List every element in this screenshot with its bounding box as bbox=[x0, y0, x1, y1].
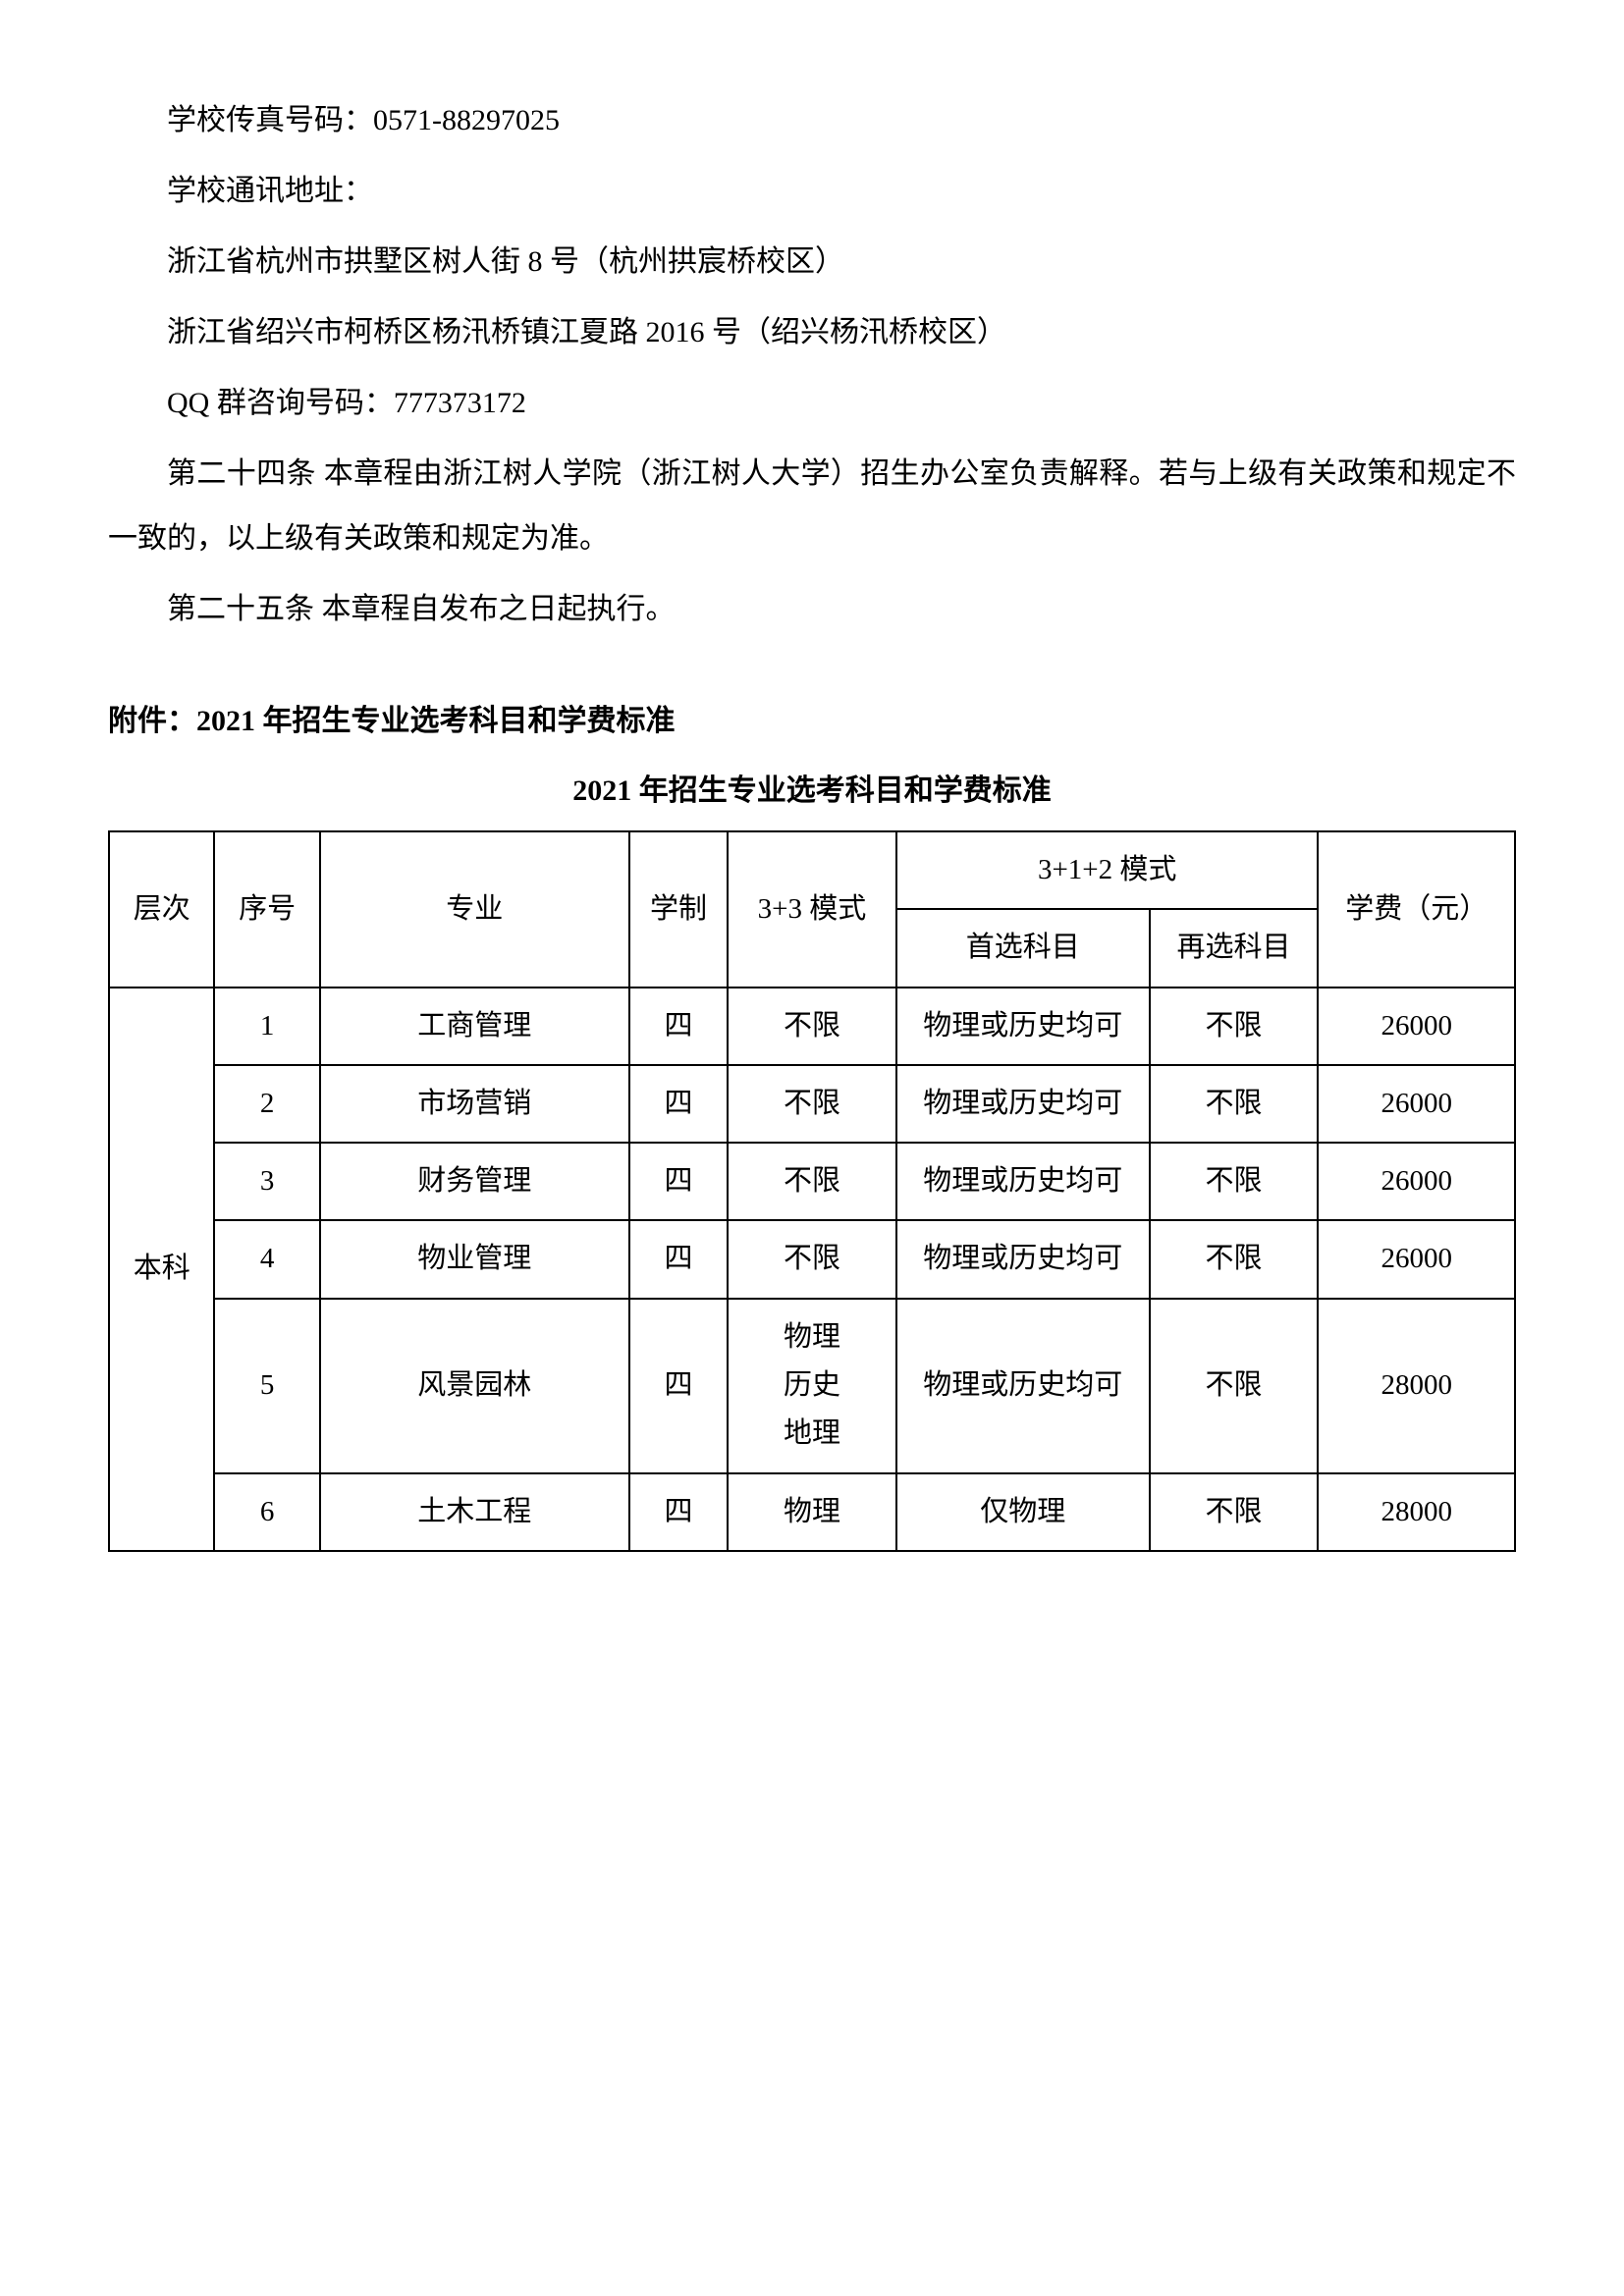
header-duration: 学制 bbox=[629, 831, 728, 988]
cell-fee: 28000 bbox=[1318, 1473, 1515, 1551]
table-body: 本科 1 工商管理 四 不限 物理或历史均可 不限 26000 2 市场营销 四… bbox=[109, 988, 1515, 1551]
cell-num: 5 bbox=[214, 1299, 319, 1473]
table-row: 6 土木工程 四 物理 仅物理 不限 28000 bbox=[109, 1473, 1515, 1551]
cell-major: 市场营销 bbox=[320, 1065, 629, 1143]
cell-primary: 仅物理 bbox=[896, 1473, 1150, 1551]
article-25: 第二十五条 本章程自发布之日起执行。 bbox=[108, 577, 1516, 642]
cell-major: 工商管理 bbox=[320, 988, 629, 1065]
cell-num: 6 bbox=[214, 1473, 319, 1551]
header-num: 序号 bbox=[214, 831, 319, 988]
cell-level: 本科 bbox=[109, 988, 214, 1551]
cell-major: 风景园林 bbox=[320, 1299, 629, 1473]
header-fee: 学费（元） bbox=[1318, 831, 1515, 988]
header-level: 层次 bbox=[109, 831, 214, 988]
cell-mode33: 不限 bbox=[728, 1065, 896, 1143]
cell-fee: 26000 bbox=[1318, 1143, 1515, 1220]
header-mode312: 3+1+2 模式 bbox=[896, 831, 1319, 909]
table-row: 3 财务管理 四 不限 物理或历史均可 不限 26000 bbox=[109, 1143, 1515, 1220]
table-row: 2 市场营销 四 不限 物理或历史均可 不限 26000 bbox=[109, 1065, 1515, 1143]
cell-fee: 28000 bbox=[1318, 1299, 1515, 1473]
cell-num: 1 bbox=[214, 988, 319, 1065]
cell-primary: 物理或历史均可 bbox=[896, 1299, 1150, 1473]
cell-num: 4 bbox=[214, 1220, 319, 1298]
article-24: 第二十四条 本章程由浙江树人学院（浙江树人大学）招生办公室负责解释。若与上级有关… bbox=[108, 442, 1516, 571]
cell-duration: 四 bbox=[629, 1220, 728, 1298]
table-row: 本科 1 工商管理 四 不限 物理或历史均可 不限 26000 bbox=[109, 988, 1515, 1065]
cell-num: 3 bbox=[214, 1143, 319, 1220]
table-row: 5 风景园林 四 物理 历史 地理 物理或历史均可 不限 28000 bbox=[109, 1299, 1515, 1473]
address-label: 学校通讯地址： bbox=[108, 159, 1516, 224]
cell-duration: 四 bbox=[629, 1143, 728, 1220]
cell-major: 土木工程 bbox=[320, 1473, 629, 1551]
header-secondary: 再选科目 bbox=[1150, 909, 1319, 987]
cell-mode33: 不限 bbox=[728, 1143, 896, 1220]
cell-primary: 物理或历史均可 bbox=[896, 1220, 1150, 1298]
qq-line: QQ 群咨询号码：777373172 bbox=[108, 371, 1516, 436]
cell-num: 2 bbox=[214, 1065, 319, 1143]
attachment-label: 附件：2021 年招生专业选考科目和学费标准 bbox=[108, 689, 1516, 754]
cell-secondary: 不限 bbox=[1150, 1143, 1319, 1220]
cell-mode33: 不限 bbox=[728, 1220, 896, 1298]
cell-duration: 四 bbox=[629, 988, 728, 1065]
cell-mode33: 物理 bbox=[728, 1473, 896, 1551]
table-title: 2021 年招生专业选考科目和学费标准 bbox=[108, 762, 1516, 821]
cell-mode33: 不限 bbox=[728, 988, 896, 1065]
cell-major: 财务管理 bbox=[320, 1143, 629, 1220]
cell-secondary: 不限 bbox=[1150, 1220, 1319, 1298]
table-row: 4 物业管理 四 不限 物理或历史均可 不限 26000 bbox=[109, 1220, 1515, 1298]
cell-secondary: 不限 bbox=[1150, 1065, 1319, 1143]
cell-fee: 26000 bbox=[1318, 988, 1515, 1065]
cell-major: 物业管理 bbox=[320, 1220, 629, 1298]
tuition-table: 层次 序号 专业 学制 3+3 模式 3+1+2 模式 学费（元） 首选科目 再… bbox=[108, 830, 1516, 1552]
document-body: 学校传真号码：0571-88297025 学校通讯地址： 浙江省杭州市拱墅区树人… bbox=[108, 88, 1516, 1552]
cell-primary: 物理或历史均可 bbox=[896, 988, 1150, 1065]
cell-duration: 四 bbox=[629, 1473, 728, 1551]
header-primary: 首选科目 bbox=[896, 909, 1150, 987]
table-header-row-1: 层次 序号 专业 学制 3+3 模式 3+1+2 模式 学费（元） bbox=[109, 831, 1515, 909]
cell-secondary: 不限 bbox=[1150, 988, 1319, 1065]
cell-duration: 四 bbox=[629, 1065, 728, 1143]
fax-line: 学校传真号码：0571-88297025 bbox=[108, 88, 1516, 153]
cell-fee: 26000 bbox=[1318, 1065, 1515, 1143]
cell-secondary: 不限 bbox=[1150, 1299, 1319, 1473]
cell-duration: 四 bbox=[629, 1299, 728, 1473]
cell-primary: 物理或历史均可 bbox=[896, 1065, 1150, 1143]
cell-primary: 物理或历史均可 bbox=[896, 1143, 1150, 1220]
address-line-1: 浙江省杭州市拱墅区树人街 8 号（杭州拱宸桥校区） bbox=[108, 230, 1516, 294]
cell-secondary: 不限 bbox=[1150, 1473, 1319, 1551]
header-major: 专业 bbox=[320, 831, 629, 988]
cell-mode33: 物理 历史 地理 bbox=[728, 1299, 896, 1473]
cell-fee: 26000 bbox=[1318, 1220, 1515, 1298]
address-line-2: 浙江省绍兴市柯桥区杨汛桥镇江夏路 2016 号（绍兴杨汛桥校区） bbox=[108, 300, 1516, 365]
header-mode33: 3+3 模式 bbox=[728, 831, 896, 988]
